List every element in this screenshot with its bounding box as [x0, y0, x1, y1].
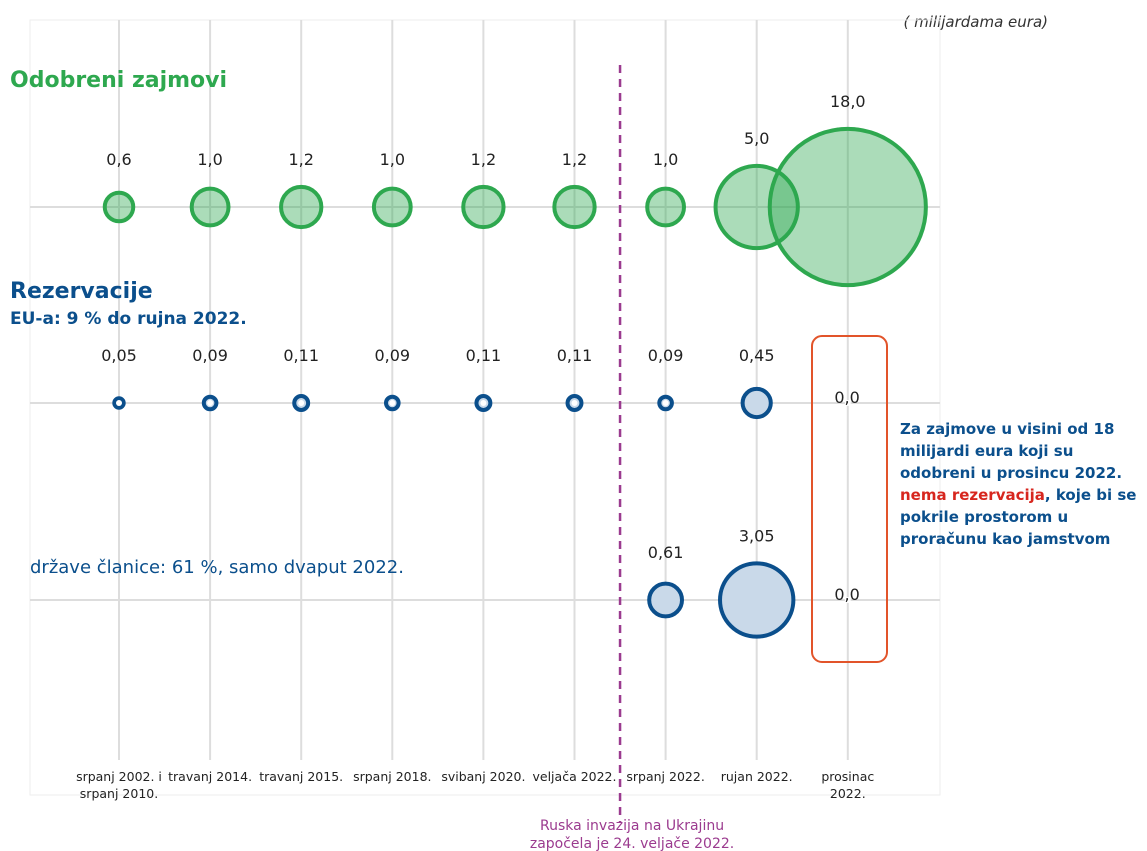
bubble — [740, 386, 773, 420]
bubble-core — [662, 400, 669, 406]
bubble — [189, 186, 231, 228]
value-label: 0,09 — [374, 346, 410, 365]
bubble-core — [844, 597, 851, 603]
bubble-core — [298, 400, 305, 406]
annotation: započela je 24. veljače 2022. — [530, 836, 734, 851]
bubble — [718, 561, 796, 639]
x-tick-label: svibanj 2020. — [441, 769, 526, 784]
value-label: 1,2 — [288, 150, 313, 169]
value-label: 1,0 — [653, 150, 678, 169]
bubble — [102, 190, 136, 224]
frame — [29, 19, 941, 796]
bubble-core — [389, 400, 396, 406]
note-part: nema rezervacija — [900, 486, 1045, 504]
value-label: 0,0 — [834, 585, 859, 604]
annotation: Ruska invazija na Ukrajinu — [540, 818, 724, 834]
series-title: države članice: 61 %, samo dvaput 2022. — [30, 557, 404, 578]
value-label: 0,11 — [466, 346, 502, 365]
note-part: , koje bi se pokrile prostorom u proraču… — [900, 486, 1137, 548]
unit-note: ( milijardama eura) — [904, 13, 1049, 31]
x-tick-label: rujan 2022. — [720, 769, 793, 784]
bubble — [552, 184, 597, 230]
x-tick-label: srpanj 2022. — [626, 769, 705, 784]
series-title: Odobreni zajmovi — [10, 68, 227, 93]
value-label: 1,2 — [562, 150, 587, 169]
value-label: 0,05 — [101, 346, 137, 365]
bubble-core — [207, 400, 214, 406]
value-label: 1,0 — [197, 150, 222, 169]
value-label: 0,6 — [106, 150, 131, 169]
series-subtitle: EU-a: 9 % do rujna 2022. — [10, 309, 247, 329]
bubble — [645, 186, 686, 228]
side-note: Za zajmove u visini od 18 milijardi eura… — [900, 418, 1140, 550]
value-label: 1,0 — [380, 150, 405, 169]
value-label: 3,05 — [739, 526, 775, 545]
bubble — [279, 184, 324, 230]
value-label: 5,0 — [744, 129, 769, 148]
bubble — [647, 581, 685, 619]
bubble-core — [571, 400, 578, 406]
value-label: 1,2 — [471, 150, 496, 169]
series-title: Rezervacije — [10, 279, 153, 304]
bubble — [461, 184, 506, 230]
x-tick-label: prosinac 2022. — [821, 769, 875, 801]
bubble — [371, 186, 413, 228]
highlight-box — [811, 335, 888, 663]
value-label: 0,09 — [648, 346, 684, 365]
value-label: 0,45 — [739, 346, 775, 365]
value-label: 0,11 — [557, 346, 593, 365]
x-tick-label: travanj 2015. — [259, 769, 344, 784]
x-tick-label: srpanj 2018. — [353, 769, 432, 784]
value-label: 0,0 — [834, 388, 859, 407]
bubble-core — [844, 400, 851, 406]
value-label: 0,09 — [192, 346, 228, 365]
bubble-core — [480, 400, 487, 406]
x-tick-label: travanj 2014. — [168, 769, 253, 784]
value-label: 0,11 — [283, 346, 319, 365]
x-tick-label: srpanj 2002. i srpanj 2010. — [76, 769, 162, 801]
bubble — [767, 126, 928, 288]
x-tick-label: veljača 2022. — [532, 769, 617, 784]
value-label: 0,61 — [648, 543, 684, 562]
note-part: Za zajmove u visini od 18 milijardi eura… — [900, 420, 1123, 482]
bubble — [713, 163, 800, 251]
value-label: 18,0 — [830, 92, 866, 111]
bubble-core — [116, 400, 122, 406]
